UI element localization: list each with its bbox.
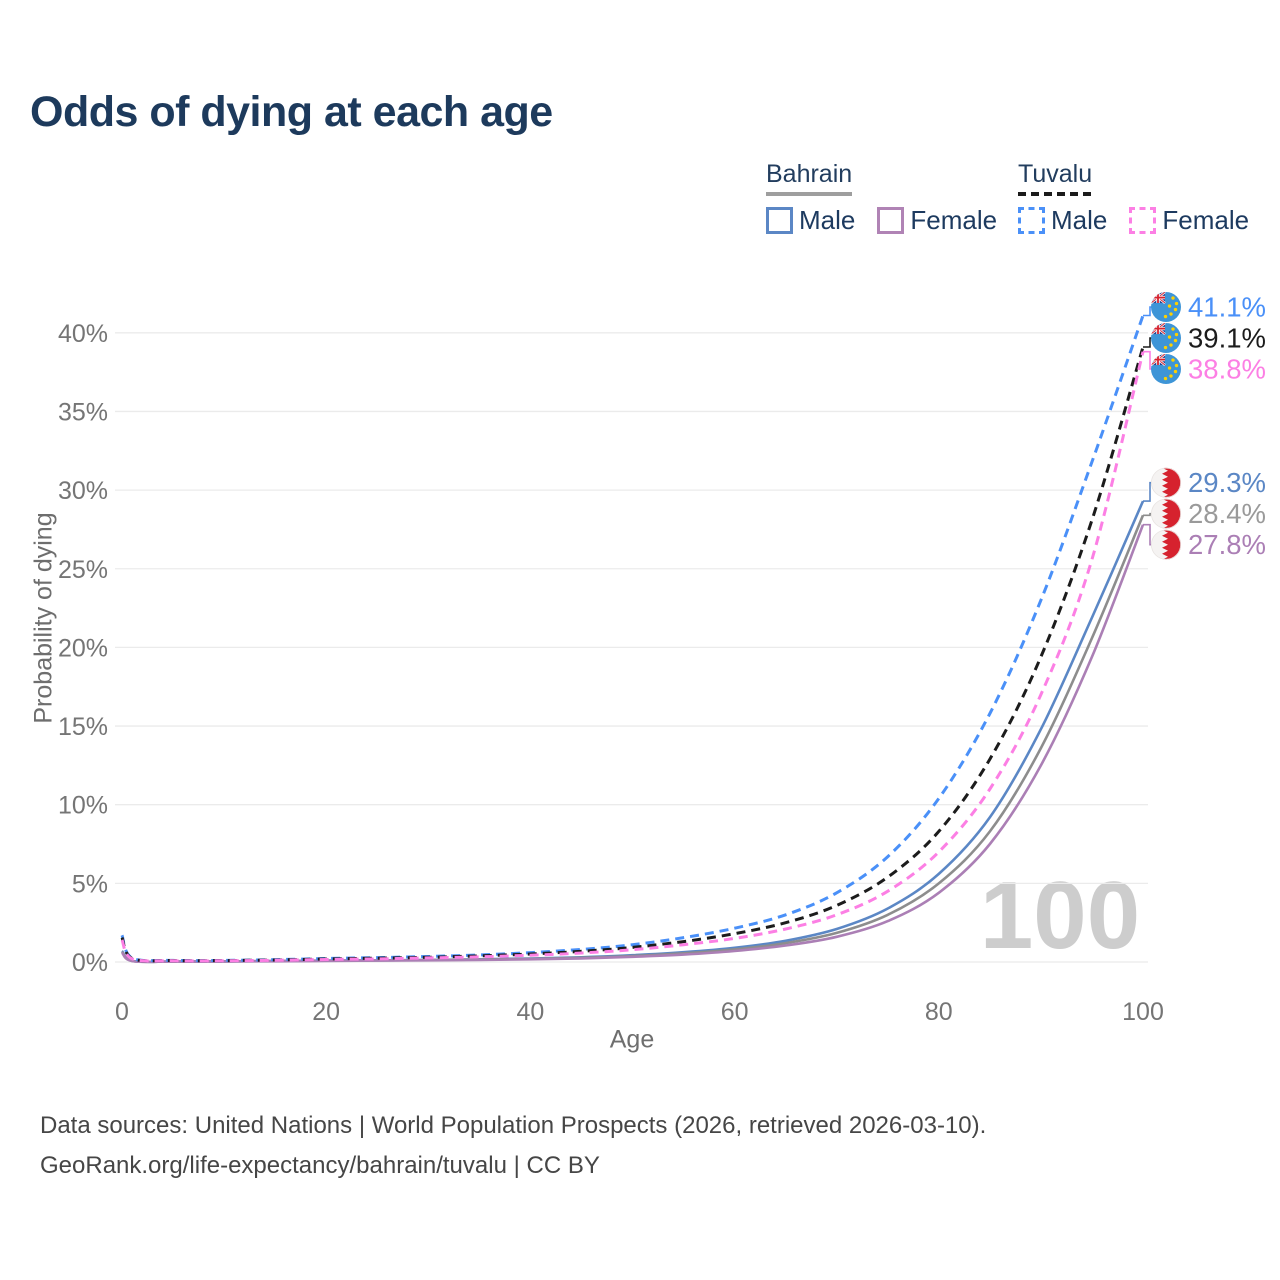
legend-group-tuvalu-header: Tuvalu xyxy=(1018,160,1093,196)
legend-item-tuvalu-female[interactable]: Female xyxy=(1129,205,1249,236)
series-line-bahrain-female xyxy=(121,524,1145,964)
series-line-tuvalu-female xyxy=(120,351,1145,963)
legend-bahrain-items: Male Female xyxy=(766,205,997,236)
y-tick-label: 15% xyxy=(58,713,108,741)
end-annotations-layer: 29.3%28.4%27.8% 41.1%39.1%38.8% xyxy=(1143,292,1266,560)
x-tick-label: 40 xyxy=(516,998,544,1026)
y-tick-label: 20% xyxy=(58,634,108,662)
x-axis-title: Age xyxy=(609,1025,655,1054)
flag-icon-bahrain xyxy=(1151,530,1181,560)
series-layer xyxy=(120,315,1145,964)
legend: Bahrain Male Female Tuvalu xyxy=(0,160,1280,240)
series-line-tuvalu-combined xyxy=(120,346,1145,963)
legend-tuvalu-items: Male Female xyxy=(1018,205,1249,236)
legend-swatch-tuvalu-male xyxy=(1018,207,1045,234)
footer: Data sources: United Nations | World Pop… xyxy=(40,1106,986,1186)
page-title: Odds of dying at each age xyxy=(30,88,553,136)
y-tick-label: 0% xyxy=(72,949,108,977)
y-tick-label: 30% xyxy=(58,477,108,505)
legend-group-tuvalu: Tuvalu Male Female xyxy=(1018,160,1249,236)
x-tick-label: 20 xyxy=(312,998,340,1026)
end-value-label-tuvalu-male: 41.1% xyxy=(1188,292,1266,323)
x-tick-label: 0 xyxy=(115,998,129,1026)
y-tick-label: 35% xyxy=(58,398,108,426)
flag-icon-tuvalu xyxy=(1151,354,1181,384)
flag-icon-tuvalu xyxy=(1151,292,1181,322)
end-value-label-tuvalu-combined: 39.1% xyxy=(1188,323,1266,354)
gridlines-layer xyxy=(115,332,1148,963)
series-line-bahrain-male xyxy=(120,500,1145,964)
end-value-label-bahrain-male: 29.3% xyxy=(1188,467,1266,498)
legend-swatch-bahrain-male xyxy=(766,207,793,234)
legend-group-bahrain-header: Bahrain xyxy=(766,160,853,196)
legend-tuvalu-line-sample xyxy=(1018,192,1093,196)
legend-swatch-tuvalu-female xyxy=(1129,207,1157,234)
y-tick-label: 25% xyxy=(58,556,108,584)
y-tick-label: 5% xyxy=(72,870,108,898)
series-line-tuvalu-male xyxy=(120,315,1145,963)
legend-label-bahrain-female: Female xyxy=(910,205,998,235)
legend-swatch-bahrain-female xyxy=(877,207,905,234)
flag-icon-bahrain xyxy=(1151,468,1181,498)
legend-label-bahrain-male: Male xyxy=(799,205,856,235)
end-value-label-bahrain-female: 27.8% xyxy=(1188,529,1266,560)
flag-icon-tuvalu xyxy=(1151,323,1181,353)
legend-item-bahrain-female[interactable]: Female xyxy=(877,205,997,236)
x-tick-label: 80 xyxy=(925,998,953,1026)
y-tick-label: 40% xyxy=(58,320,108,348)
end-value-label-bahrain-combined: 28.4% xyxy=(1188,498,1266,529)
legend-item-tuvalu-male[interactable]: Male xyxy=(1018,205,1107,236)
x-tick-label: 60 xyxy=(721,998,749,1026)
y-tick-label: 10% xyxy=(58,792,108,820)
y-axis-title: Probability of dying xyxy=(29,512,58,724)
legend-group-bahrain: Bahrain Male Female xyxy=(766,160,997,236)
end-value-label-tuvalu-female: 38.8% xyxy=(1188,354,1266,385)
footer-attribution: GeoRank.org/life-expectancy/bahrain/tuva… xyxy=(40,1152,600,1179)
legend-label-tuvalu-male: Male xyxy=(1051,205,1108,235)
legend-bahrain-line-sample xyxy=(766,192,853,196)
x-tick-label: 100 xyxy=(1122,998,1164,1026)
legend-group-bahrain-title: Bahrain xyxy=(766,160,853,188)
flag-icon-bahrain xyxy=(1151,499,1181,529)
legend-group-tuvalu-title: Tuvalu xyxy=(1018,160,1093,188)
legend-item-bahrain-male[interactable]: Male xyxy=(766,205,855,236)
footer-data-sources: Data sources: United Nations | World Pop… xyxy=(40,1112,987,1139)
age-counter-watermark: 100 xyxy=(979,862,1141,969)
legend-label-tuvalu-female: Female xyxy=(1162,205,1250,235)
axis-ticks-layer: 0% 5% 10% 15% 20% 25% 30% 35% 40% 0 20 40 60 80 100 xyxy=(58,320,1164,1026)
series-line-bahrain-combined xyxy=(120,514,1145,964)
